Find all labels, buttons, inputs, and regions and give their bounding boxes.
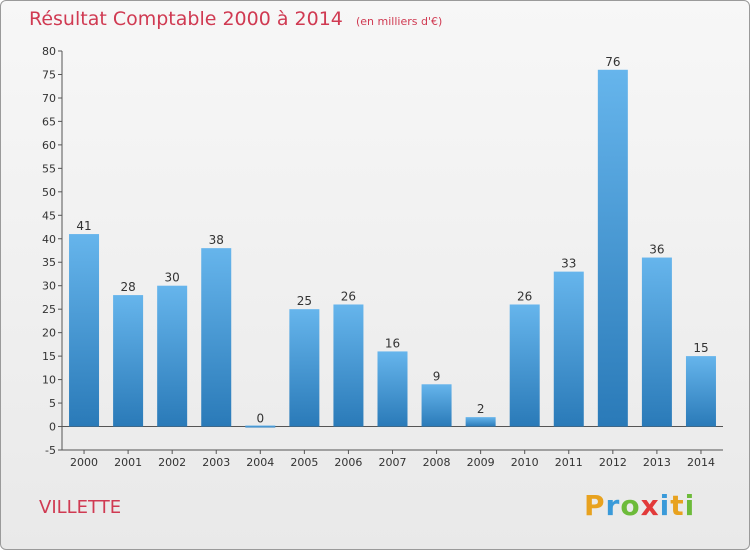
x-tick-label: 2004 (246, 456, 274, 469)
x-tick-label: 2013 (643, 456, 671, 469)
y-tick-label: 50 (42, 186, 56, 199)
x-tick-label: 2010 (511, 456, 539, 469)
y-tick-label: 35 (42, 256, 56, 269)
bar-2005 (289, 309, 320, 427)
unit-text: (en milliers d'€) (355, 15, 443, 28)
x-tick-label: 2006 (334, 456, 362, 469)
data-label-2003: 38 (209, 233, 224, 247)
y-tick-label: 20 (42, 327, 56, 340)
logo-letter: i (659, 489, 671, 522)
y-tick-label: 60 (42, 139, 56, 152)
bar-2002 (157, 285, 188, 427)
bar-2014 (685, 356, 716, 427)
y-tick-label: 10 (42, 374, 56, 387)
data-label-2005: 25 (297, 294, 312, 308)
y-tick-label: 75 (42, 68, 56, 81)
y-tick-label: -5 (45, 444, 56, 457)
bar-2011 (553, 271, 584, 427)
y-tick-label: 65 (42, 115, 56, 128)
y-tick-label: 70 (42, 92, 56, 105)
bar-2007 (377, 351, 408, 427)
logo-letter: x (640, 489, 660, 522)
x-tick-label: 2008 (423, 456, 451, 469)
data-label-2008: 9 (433, 369, 441, 383)
logo-letter: t (670, 489, 685, 522)
y-tick-label: 5 (49, 397, 56, 410)
data-label-2006: 26 (341, 289, 356, 303)
data-label-2013: 36 (649, 243, 664, 257)
y-tick-label: 25 (42, 303, 56, 316)
data-label-2004: 0 (256, 412, 264, 426)
x-tick-label: 2002 (158, 456, 186, 469)
data-labels: 41 28 30 38 0 25 26 16 9 2 26 33 76 36 15 (76, 55, 708, 426)
data-label-2002: 30 (165, 271, 180, 285)
bar-2004 (245, 425, 276, 428)
bar-2010 (509, 304, 540, 427)
bar-2008 (421, 384, 452, 427)
logo-letter: P (584, 489, 606, 522)
logo-letter: i (684, 489, 696, 522)
data-label-2007: 16 (385, 336, 400, 350)
x-tick-label: 2007 (379, 456, 407, 469)
data-label-2001: 28 (120, 280, 135, 294)
y-tick-label: 80 (42, 45, 56, 58)
y-tick-label: 45 (42, 209, 56, 222)
data-label-2010: 26 (517, 289, 532, 303)
x-tick-label: 2009 (467, 456, 495, 469)
bar-2001 (113, 295, 144, 427)
bars (69, 69, 716, 428)
x-tick-label: 2011 (555, 456, 583, 469)
bar-2003 (201, 248, 232, 427)
data-label-2000: 41 (76, 219, 91, 233)
y-tick-label: 15 (42, 350, 56, 363)
x-tick-label: 2003 (202, 456, 230, 469)
bar-2012 (597, 69, 628, 427)
title-text: Résultat Comptable 2000 à 2014 (29, 8, 343, 30)
bar-2006 (333, 304, 364, 427)
x-tick-label: 2014 (687, 456, 715, 469)
bar-2000 (69, 234, 100, 427)
x-tick-label: 2001 (114, 456, 142, 469)
x-tick-label: 2005 (290, 456, 318, 469)
data-label-2011: 33 (561, 257, 576, 271)
bar-2009 (465, 417, 496, 427)
x-tick-label: 2000 (70, 456, 98, 469)
proxiti-logo: Proxiti (584, 489, 695, 522)
data-label-2012: 76 (605, 55, 620, 69)
bar-2013 (641, 257, 672, 427)
x-tick-label: 2012 (599, 456, 627, 469)
y-tick-label: 40 (42, 233, 56, 246)
y-tick-label: 30 (42, 280, 56, 293)
y-tick-label: 55 (42, 162, 56, 175)
chart-title: Résultat Comptable 2000 à 2014 (en milli… (29, 8, 442, 30)
y-tick-label: 0 (49, 421, 56, 434)
commune-name: VILLETTE (39, 497, 122, 518)
logo-letter: o (620, 489, 641, 522)
data-label-2009: 2 (477, 402, 485, 416)
data-label-2014: 15 (693, 341, 708, 355)
logo-letter: r (605, 489, 621, 522)
